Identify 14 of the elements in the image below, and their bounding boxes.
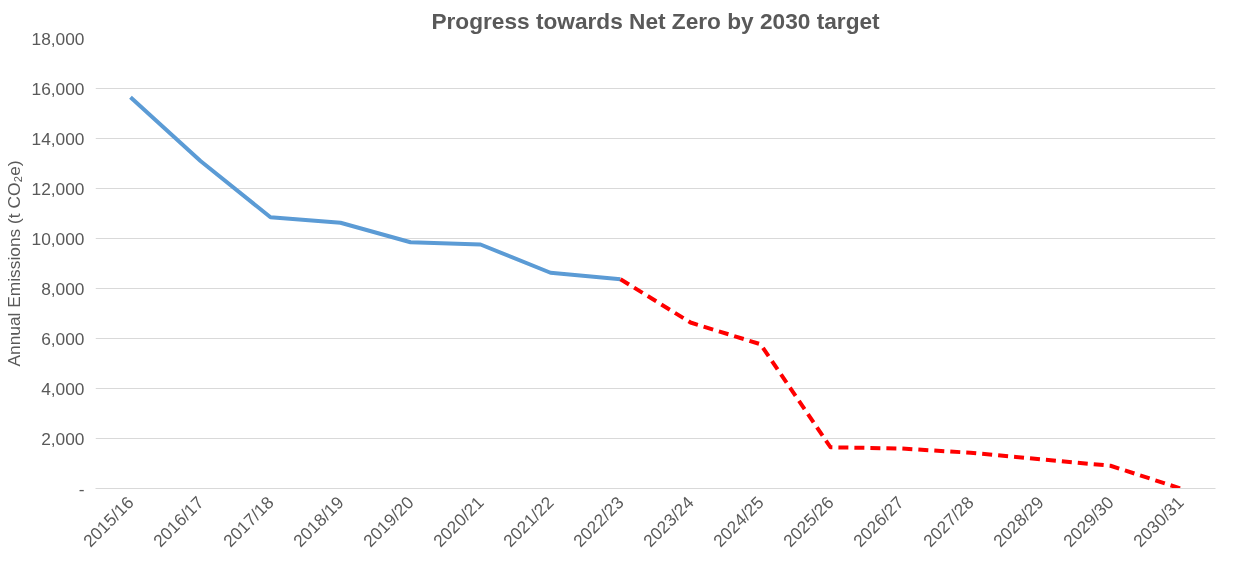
y-tick-label: 18,000 xyxy=(31,28,85,49)
y-tick-label: 4,000 xyxy=(41,378,85,399)
line-series xyxy=(128,95,623,282)
y-axis-title: Annual Emissions (t CO₂e) xyxy=(3,160,24,367)
y-tick-label: 6,000 xyxy=(41,328,85,349)
y-tick-label: 14,000 xyxy=(31,128,85,149)
y-tick-label: 12,000 xyxy=(31,178,85,199)
line-series xyxy=(618,277,1183,489)
y-tick-label: 2,000 xyxy=(41,428,85,449)
y-tick-label: - xyxy=(78,478,85,499)
y-tick-label: 10,000 xyxy=(31,228,85,249)
chart-title: Progress towards Net Zero by 2030 target xyxy=(431,7,881,34)
y-tick-label: 8,000 xyxy=(41,278,85,299)
y-tick-label: 16,000 xyxy=(31,78,85,99)
